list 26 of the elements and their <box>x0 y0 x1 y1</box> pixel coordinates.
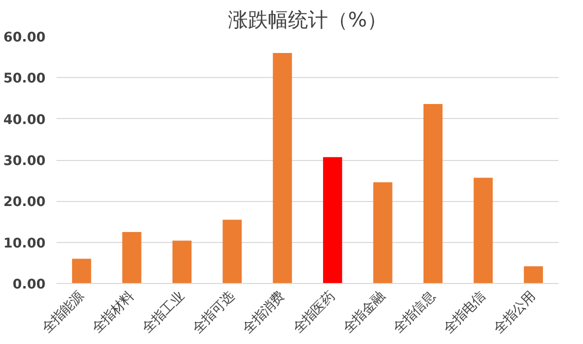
bar <box>323 157 342 284</box>
y-tick-label: 40.00 <box>3 112 46 128</box>
bar <box>524 266 543 284</box>
chart-title: 涨跌幅统计（%） <box>228 8 388 32</box>
x-tick-label: 全指医药 <box>290 289 338 337</box>
x-tick-label: 全指金融 <box>340 289 388 337</box>
bar <box>172 240 192 284</box>
x-tick-label: 全指公用 <box>491 289 539 337</box>
x-tick-label: 全指工业 <box>140 289 188 337</box>
bar <box>373 182 392 284</box>
x-tick-label: 全指信息 <box>390 289 438 337</box>
x-tick-label: 全指可选 <box>190 289 238 337</box>
bar <box>222 220 242 284</box>
y-tick-label: 20.00 <box>3 195 46 210</box>
bar <box>122 232 142 284</box>
x-tick-label: 全指消费 <box>240 289 288 337</box>
bar <box>423 104 443 284</box>
y-tick-label: 30.00 <box>3 154 46 169</box>
bar <box>72 258 92 284</box>
bar <box>272 52 292 284</box>
x-tick-label: 全指材料 <box>90 289 138 337</box>
bar <box>474 178 493 284</box>
y-tick-label: 50.00 <box>3 72 46 87</box>
y-tick-label: 60.00 <box>3 30 46 46</box>
y-tick-label: 10.00 <box>3 236 46 252</box>
x-tick-label: 全指电信 <box>441 289 489 337</box>
